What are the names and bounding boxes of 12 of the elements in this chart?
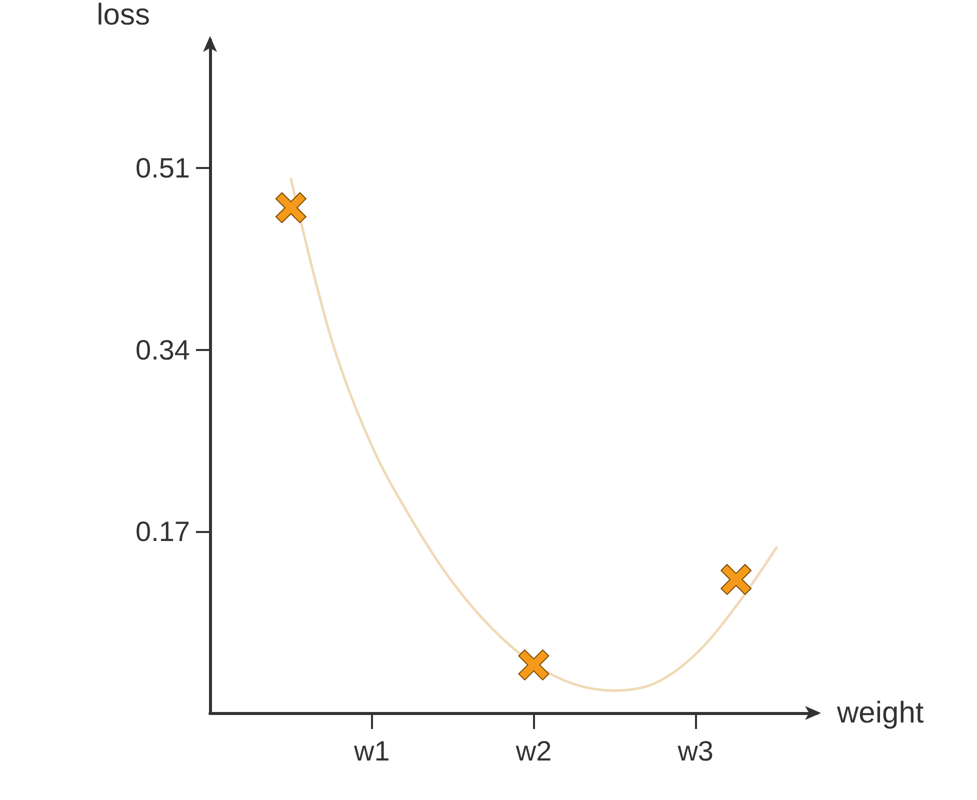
point [275,192,306,224]
y-axis-title: loss [96,0,150,32]
x-tick-label: w3 [676,736,714,766]
y-tick-label: 0.34 [136,334,190,366]
x-axis-title: weight [836,696,924,730]
x-tick-label: w1 [352,736,390,766]
y-tick-label: 0.51 [136,152,190,184]
y-tick-label: 0.17 [136,516,190,547]
x-tick-label: w2 [514,736,552,766]
point [518,649,550,680]
point [720,564,752,595]
line-series [290,178,778,692]
